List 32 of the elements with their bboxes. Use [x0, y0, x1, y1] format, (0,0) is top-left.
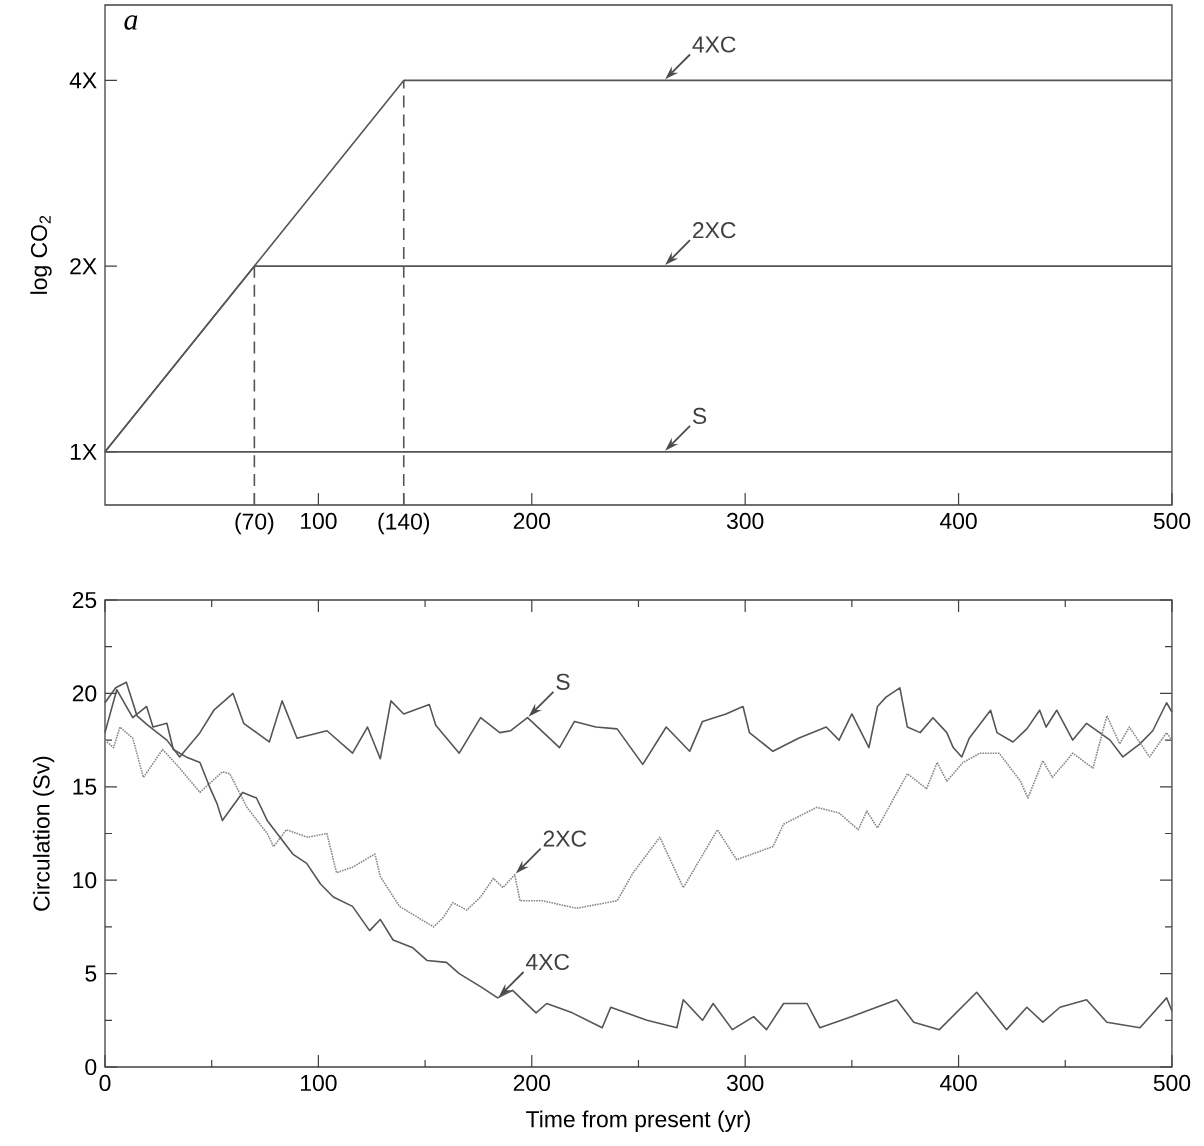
y-tick-label: 15 — [73, 778, 97, 795]
annotation: a — [124, 15, 138, 30]
y-tick-label: 1X — [70, 443, 97, 460]
x-tick-label: 400 — [939, 512, 977, 530]
annotation: 4XC — [525, 953, 570, 971]
y-tick-label: 25 — [72, 591, 97, 609]
x-tick-label: 300 — [726, 1074, 764, 1092]
y-tick-label: 2X — [70, 258, 97, 275]
x-tick-label: 0 — [99, 1074, 111, 1092]
x-tick-label: 500 — [1153, 512, 1191, 530]
y-tick-label: 20 — [72, 685, 97, 702]
x-tick-label: 500 — [1153, 1074, 1191, 1092]
annotation: 2XC — [543, 830, 587, 847]
y-axis-title: Circulation (Sv) — [32, 756, 55, 911]
annotation: 4XC — [692, 36, 736, 53]
y-axis-title: log CO$_{2}$ — [30, 215, 52, 294]
annotation: S — [692, 407, 707, 425]
x-tick-label: 400 — [939, 1074, 977, 1092]
y-tick-label: 4X — [69, 72, 97, 89]
y-tick-label: 0 — [85, 1058, 97, 1076]
annotation: S — [556, 673, 570, 690]
y-tick-label: 5 — [85, 965, 97, 982]
y-tick-label: 10 — [73, 872, 97, 889]
x-tick-label: 300 — [726, 512, 764, 530]
x-tick-label: 200 — [513, 512, 550, 530]
x-tick-label: (70) — [235, 512, 274, 535]
x-tick-label: 100 — [301, 512, 337, 530]
x-tick-label: 200 — [513, 1074, 550, 1092]
annotation: 2XC — [693, 222, 736, 239]
x-tick-label: 100 — [301, 1074, 337, 1092]
x-axis-title: Time from present (yr) — [526, 1110, 750, 1132]
x-tick-label: (140) — [378, 512, 430, 535]
